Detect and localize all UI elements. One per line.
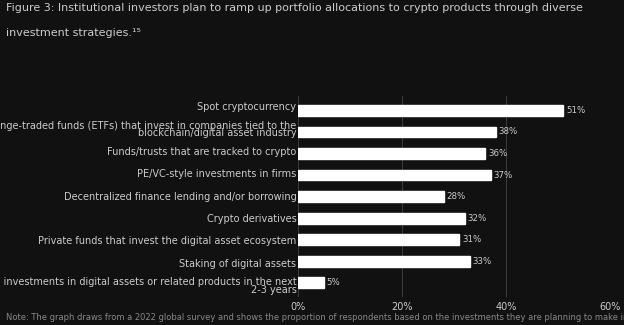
Text: No current or planned investments in digital assets or related products in the n: No current or planned investments in dig… xyxy=(0,277,296,287)
Text: 38%: 38% xyxy=(499,127,518,136)
Text: 2-3 years: 2-3 years xyxy=(250,285,296,295)
Text: blockchain/digital asset industry: blockchain/digital asset industry xyxy=(138,128,296,138)
Bar xyxy=(298,126,496,137)
Text: investment strategies.¹⁵: investment strategies.¹⁵ xyxy=(6,28,141,38)
Bar xyxy=(298,278,324,288)
Text: 5%: 5% xyxy=(327,278,341,287)
Text: Figure 3: Institutional investors plan to ramp up portfolio allocations to crypt: Figure 3: Institutional investors plan t… xyxy=(6,3,583,13)
Text: 36%: 36% xyxy=(488,149,507,158)
Text: 37%: 37% xyxy=(493,171,512,180)
Bar xyxy=(298,213,465,224)
Text: Spot cryptocurrency: Spot cryptocurrency xyxy=(197,102,296,112)
Text: Decentralized finance lending and/or borrowing: Decentralized finance lending and/or bor… xyxy=(64,192,296,202)
Bar xyxy=(298,148,485,159)
Bar xyxy=(298,170,490,180)
Bar xyxy=(298,256,470,267)
Text: 31%: 31% xyxy=(462,235,481,244)
Text: 32%: 32% xyxy=(467,214,487,223)
Text: Staking of digital assets: Staking of digital assets xyxy=(180,259,296,269)
Text: Private funds that invest the digital asset ecosystem: Private funds that invest the digital as… xyxy=(38,236,296,246)
Text: 33%: 33% xyxy=(472,257,492,266)
Bar xyxy=(298,234,459,245)
Text: Mutual fund/exchange-traded funds (ETFs) that invest in companies tied to the: Mutual fund/exchange-traded funds (ETFs)… xyxy=(0,121,296,131)
Text: Funds/trusts that are tracked to crypto: Funds/trusts that are tracked to crypto xyxy=(107,147,296,157)
Text: Note: The graph draws from a 2022 global survey and shows the proportion of resp: Note: The graph draws from a 2022 global… xyxy=(6,313,624,322)
Text: 51%: 51% xyxy=(566,106,585,115)
Bar xyxy=(298,191,444,202)
Text: 28%: 28% xyxy=(446,192,466,201)
Bar xyxy=(298,105,563,116)
Text: PE/VC-style investments in firms: PE/VC-style investments in firms xyxy=(137,169,296,179)
Text: Crypto derivatives: Crypto derivatives xyxy=(207,214,296,224)
